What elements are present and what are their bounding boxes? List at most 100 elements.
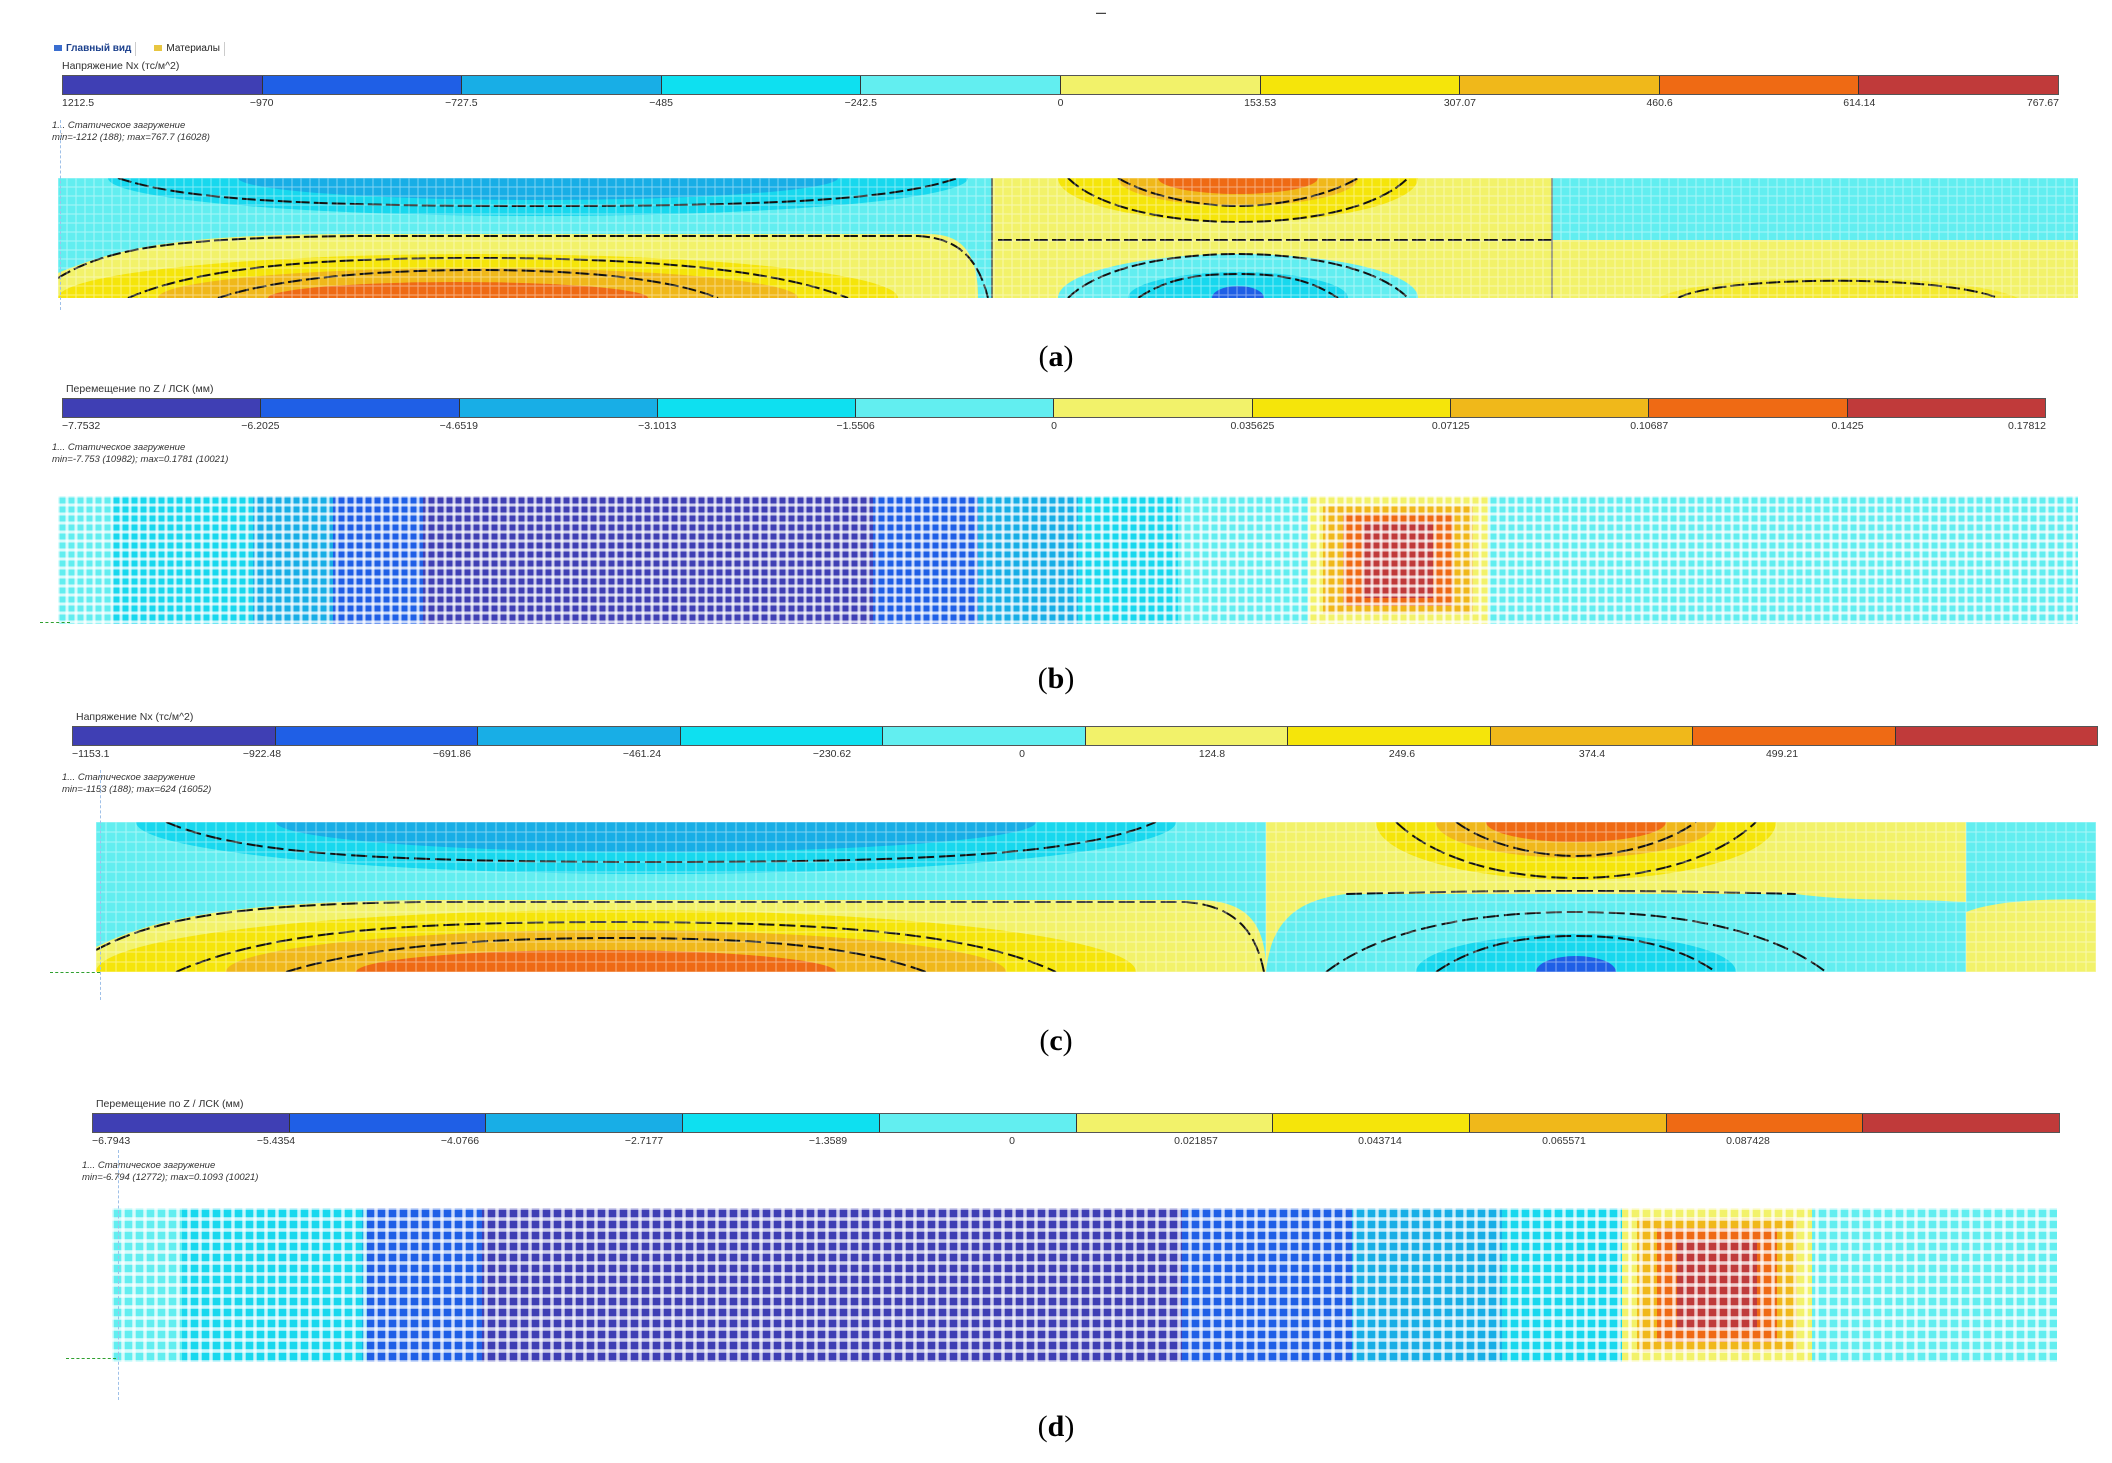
- scale-tick-label: −922.48: [242, 748, 282, 760]
- displacement-plot[interactable]: [58, 496, 2078, 624]
- scale-segment: [879, 1114, 1077, 1132]
- scale-segment: [262, 76, 463, 94]
- scale-segment: [680, 727, 883, 745]
- scale-tick-label: 1212.5: [62, 97, 95, 109]
- scale-tick-label: −461.24: [622, 748, 662, 760]
- scale-segment: [1859, 76, 2058, 94]
- contour-plot[interactable]: [58, 178, 2078, 298]
- figure-caption: (c): [1039, 1024, 1073, 1057]
- scale-tick-label: 0.10687: [1630, 420, 1669, 432]
- load-case-info: 1... Статическое загружение min=-7.753 (…: [52, 442, 228, 466]
- scale-tick-label: 460.6: [1646, 97, 1673, 109]
- scale-tick-label: 499.21: [1765, 748, 1799, 760]
- scale-segment: [1693, 727, 1896, 745]
- scale-tick-label: 124.8: [1198, 748, 1226, 760]
- color-scale: [62, 75, 2059, 95]
- scale-tick-label: 0.1425: [1831, 420, 1864, 432]
- scale-segment: [1666, 1114, 1864, 1132]
- scale-segment: [63, 76, 263, 94]
- scale-segment: [289, 1114, 487, 1132]
- min-max-label: min=-1153 (188); max=624 (16052): [62, 784, 212, 795]
- scale-tick-label: −1.3589: [808, 1135, 848, 1147]
- scale-segment: [657, 399, 857, 417]
- scale-title: Перемещение по Z / ЛСК (мм): [66, 383, 214, 395]
- scale-tick-label: 0.07125: [1431, 420, 1470, 432]
- scale-tick-label: 0.035625: [1230, 420, 1275, 432]
- scale-tick-label: 0: [1051, 420, 1057, 432]
- load-case: 1... Статическое загружение: [52, 120, 186, 131]
- color-scale: [72, 726, 2098, 746]
- figure-caption: (d): [1037, 1410, 1075, 1443]
- scale-tick-label: −242.5: [844, 97, 878, 109]
- tab-materials[interactable]: Материалы: [150, 42, 225, 56]
- view-icon: [54, 45, 62, 52]
- scale-segment: [63, 399, 262, 417]
- scale-tick-label: −6.2025: [241, 420, 280, 432]
- scale-title: Напряжение Nx (тс/м^2): [62, 60, 180, 72]
- scale-segment: [93, 1114, 290, 1132]
- tab-main-view[interactable]: Главный вид: [50, 42, 137, 56]
- scale-segment: [1469, 1114, 1667, 1132]
- scale-segment: [661, 76, 862, 94]
- scale-segment: [1085, 727, 1288, 745]
- scale-tick-label: −485: [649, 97, 673, 109]
- axis-guide: [100, 770, 101, 1000]
- scale-segment: [275, 727, 478, 745]
- scale-segment: [1252, 399, 1452, 417]
- load-case-info: 1... Статическое загружение min=-6.794 (…: [82, 1160, 258, 1184]
- scale-tick-label: 0: [1019, 748, 1025, 760]
- scale-tick-label: −970: [249, 97, 274, 109]
- scale-tick-label: 0: [1009, 1135, 1015, 1147]
- scale-segment: [1847, 399, 2045, 417]
- materials-icon: [154, 45, 163, 52]
- scale-tick-label: −7.7532: [62, 420, 101, 432]
- scale-tick-label: −5.4354: [256, 1135, 296, 1147]
- scale-tick-label: −691.86: [432, 748, 472, 760]
- scale-segment: [1060, 76, 1261, 94]
- min-max-label: min=-1212 (188); max=767.7 (16028): [52, 132, 210, 143]
- axis-guide: [50, 972, 100, 973]
- load-case: 1... Статическое загружение: [52, 442, 186, 453]
- scale-segment: [1490, 727, 1693, 745]
- figure-caption: (a): [1038, 340, 1074, 373]
- displacement-plot[interactable]: [112, 1208, 2057, 1362]
- scale-tick-label: −2.7177: [624, 1135, 664, 1147]
- load-case: 1... Статическое загружение: [82, 1160, 216, 1171]
- scale-tick-label: −3.1013: [638, 420, 677, 432]
- scale-segment: [1863, 1114, 2060, 1132]
- color-scale: [92, 1113, 2060, 1133]
- scale-segment: [883, 727, 1086, 745]
- scale-segment: [486, 1114, 684, 1132]
- scale-segment: [1288, 727, 1491, 745]
- scale-title: Перемещение по Z / ЛСК (мм): [96, 1098, 244, 1110]
- scale-tick-label: 0: [1057, 97, 1064, 109]
- scale-segment: [1659, 76, 1860, 94]
- scale-segment: [1649, 399, 1848, 417]
- scale-tick-label: −727.5: [445, 97, 478, 109]
- scale-segment: [1451, 399, 1650, 417]
- scale-segment: [462, 76, 662, 94]
- scale-ticks: −6.7943 −5.4354 −4.0766 −2.7177 −1.3589 0 0.02…: [92, 1135, 1932, 1149]
- scale-segment: [1273, 1114, 1470, 1132]
- scale-tick-label: 767.67: [2026, 97, 2059, 109]
- scale-tick-label: −4.6519: [439, 420, 478, 432]
- tab-label: Главный вид: [66, 43, 132, 54]
- view-tabs: Главный вид Материалы: [50, 42, 225, 56]
- scale-segment: [1460, 76, 1660, 94]
- scale-segment: [856, 399, 1055, 417]
- scale-tick-label: −4.0766: [440, 1135, 480, 1147]
- load-case-info: 1... Статическое загружение min=-1212 (1…: [52, 120, 210, 144]
- scale-segment: [478, 727, 681, 745]
- load-case: 1... Статическое загружение: [62, 772, 196, 783]
- axis-guide: [66, 1358, 116, 1359]
- scale-tick-label: 0.065571: [1542, 1135, 1586, 1147]
- scale-tick-label: 249.6: [1388, 748, 1416, 760]
- scale-segment: [1076, 1114, 1274, 1132]
- scale-title: Напряжение Nx (тс/м^2): [76, 711, 194, 723]
- scale-ticks: −1153.1 −922.48 −691.86 −461.24 −230.62 0 124.…: [72, 748, 1972, 762]
- axis-guide: [60, 120, 61, 310]
- axis-guide: [40, 622, 70, 623]
- axis-guide: [118, 1150, 119, 1400]
- contour-plot[interactable]: [96, 822, 2096, 972]
- scale-tick-label: 307.07: [1443, 97, 1476, 109]
